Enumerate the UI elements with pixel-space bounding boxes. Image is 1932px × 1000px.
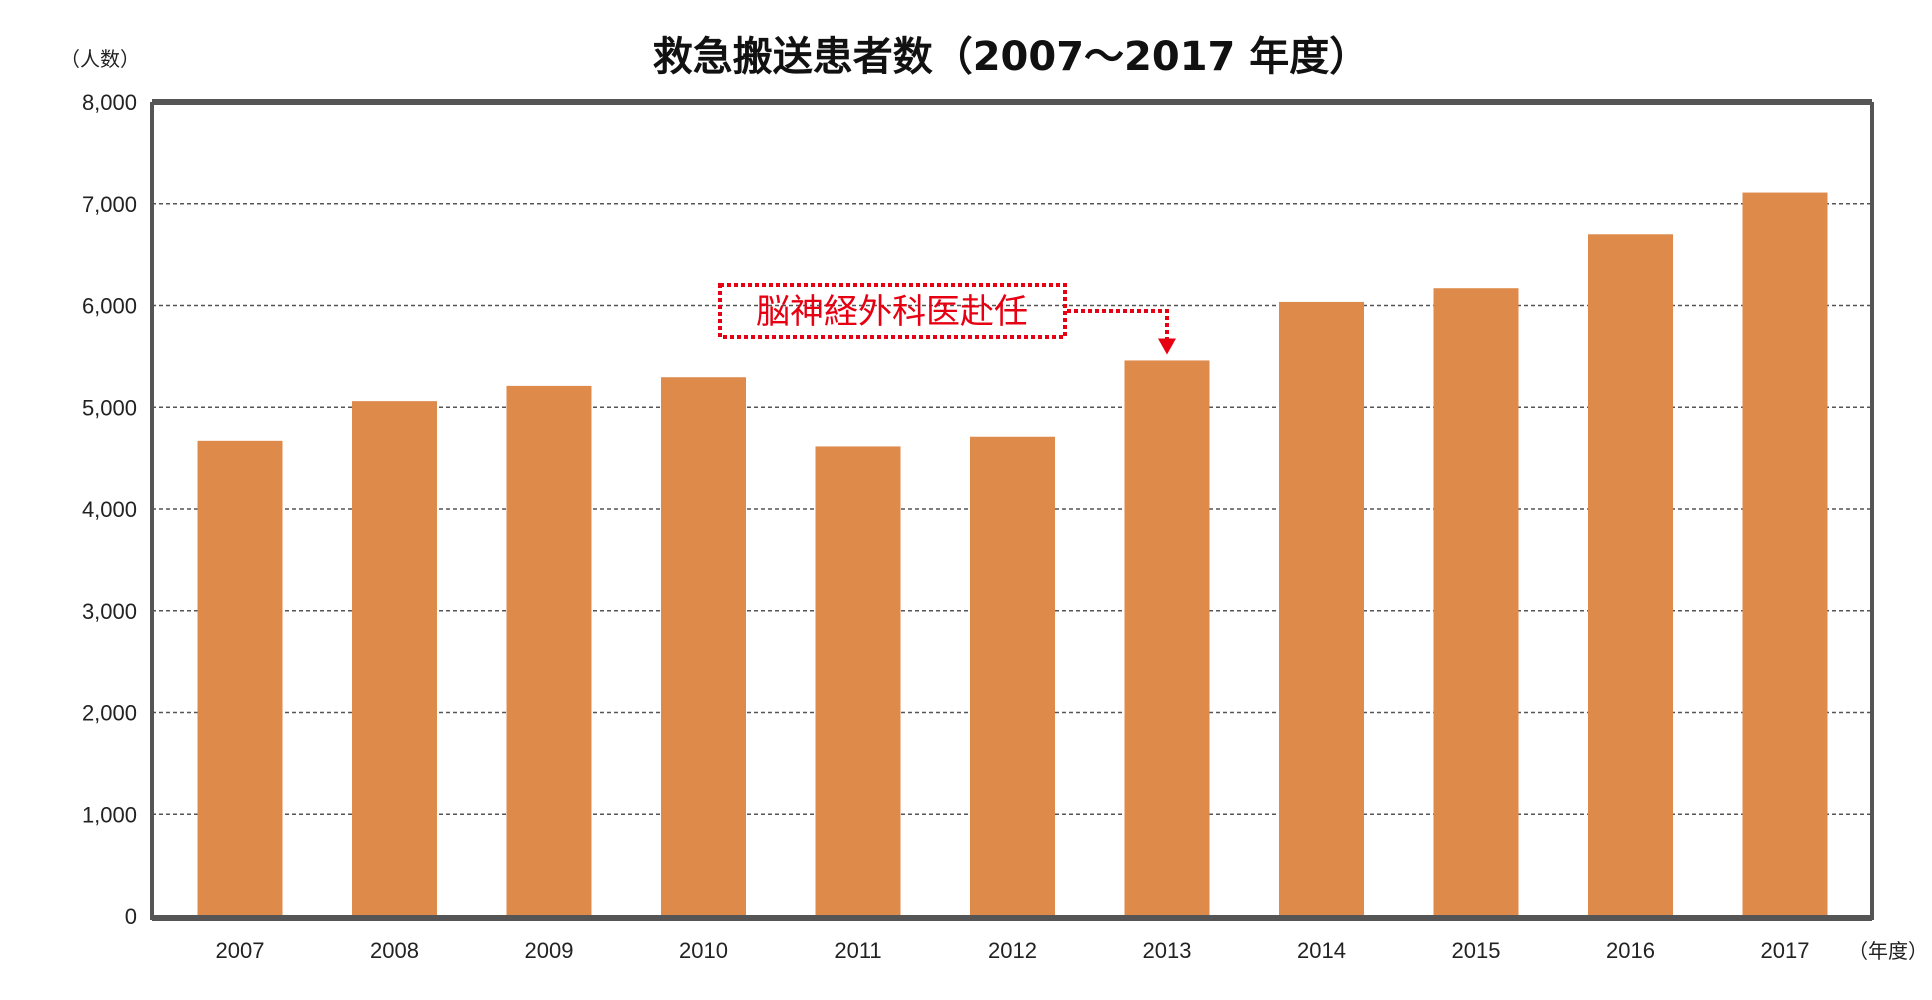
- bar-2007: [197, 440, 283, 916]
- y-tick-labels: 0 1,000 2,000 3,000 4,000 5,000 6,000 7,000 8,00…: [82, 90, 137, 929]
- bar-2016: [1588, 234, 1673, 916]
- y-tick-label: 4,000: [82, 497, 137, 522]
- x-axis-label: （年度）: [1848, 939, 1928, 963]
- bar-2011: [815, 446, 901, 916]
- x-tick-labels: 2007 2008 2009 2010 2011 2012 2013 2014 2015 2016…: [216, 938, 1810, 963]
- bar-2015: [1433, 288, 1519, 916]
- x-tick-label: 2016: [1606, 938, 1655, 963]
- annotation-arrowhead: [1158, 338, 1176, 355]
- x-tick-label: 2011: [834, 938, 881, 963]
- annotation-box: [718, 283, 1067, 339]
- bar-2010: [661, 377, 746, 916]
- x-tick-label: 2014: [1297, 938, 1346, 963]
- bar-2009: [506, 385, 592, 916]
- y-axis-label: （人数）: [60, 47, 140, 71]
- y-tick-label: 8,000: [82, 90, 137, 115]
- x-tick-label: 2013: [1143, 938, 1192, 963]
- y-tick-label: 1,000: [82, 802, 137, 827]
- bar-2012: [970, 436, 1055, 916]
- y-tick-label: 3,000: [82, 599, 137, 624]
- x-tick-label: 2010: [679, 938, 728, 963]
- y-tick-label: 5,000: [82, 395, 137, 420]
- bar-2014: [1279, 301, 1364, 917]
- y-tick-label: 0: [125, 904, 137, 929]
- bars: [197, 192, 1828, 917]
- y-tick-label: 2,000: [82, 701, 137, 726]
- bar-2017: [1742, 192, 1828, 916]
- x-tick-label: 2012: [988, 938, 1037, 963]
- bar-2008: [352, 401, 437, 916]
- annotation-text: 脳神経外科医赴任: [756, 292, 1028, 332]
- x-tick-label: 2009: [525, 938, 574, 963]
- x-tick-label: 2007: [216, 938, 265, 963]
- y-tick-label: 7,000: [82, 192, 137, 217]
- x-tick-label: 2015: [1452, 938, 1501, 963]
- annotation: 脳神経外科医赴任: [718, 283, 1176, 355]
- x-tick-label: 2008: [370, 938, 419, 963]
- plot-frame: [150, 99, 1874, 921]
- y-tick-label: 6,000: [82, 294, 137, 319]
- chart-title: 救急搬送患者数（2007～2017 年度）: [653, 34, 1370, 80]
- x-tick-label: 2017: [1761, 938, 1810, 963]
- annotation-connector: [1067, 309, 1169, 341]
- bar-2013: [1124, 360, 1210, 916]
